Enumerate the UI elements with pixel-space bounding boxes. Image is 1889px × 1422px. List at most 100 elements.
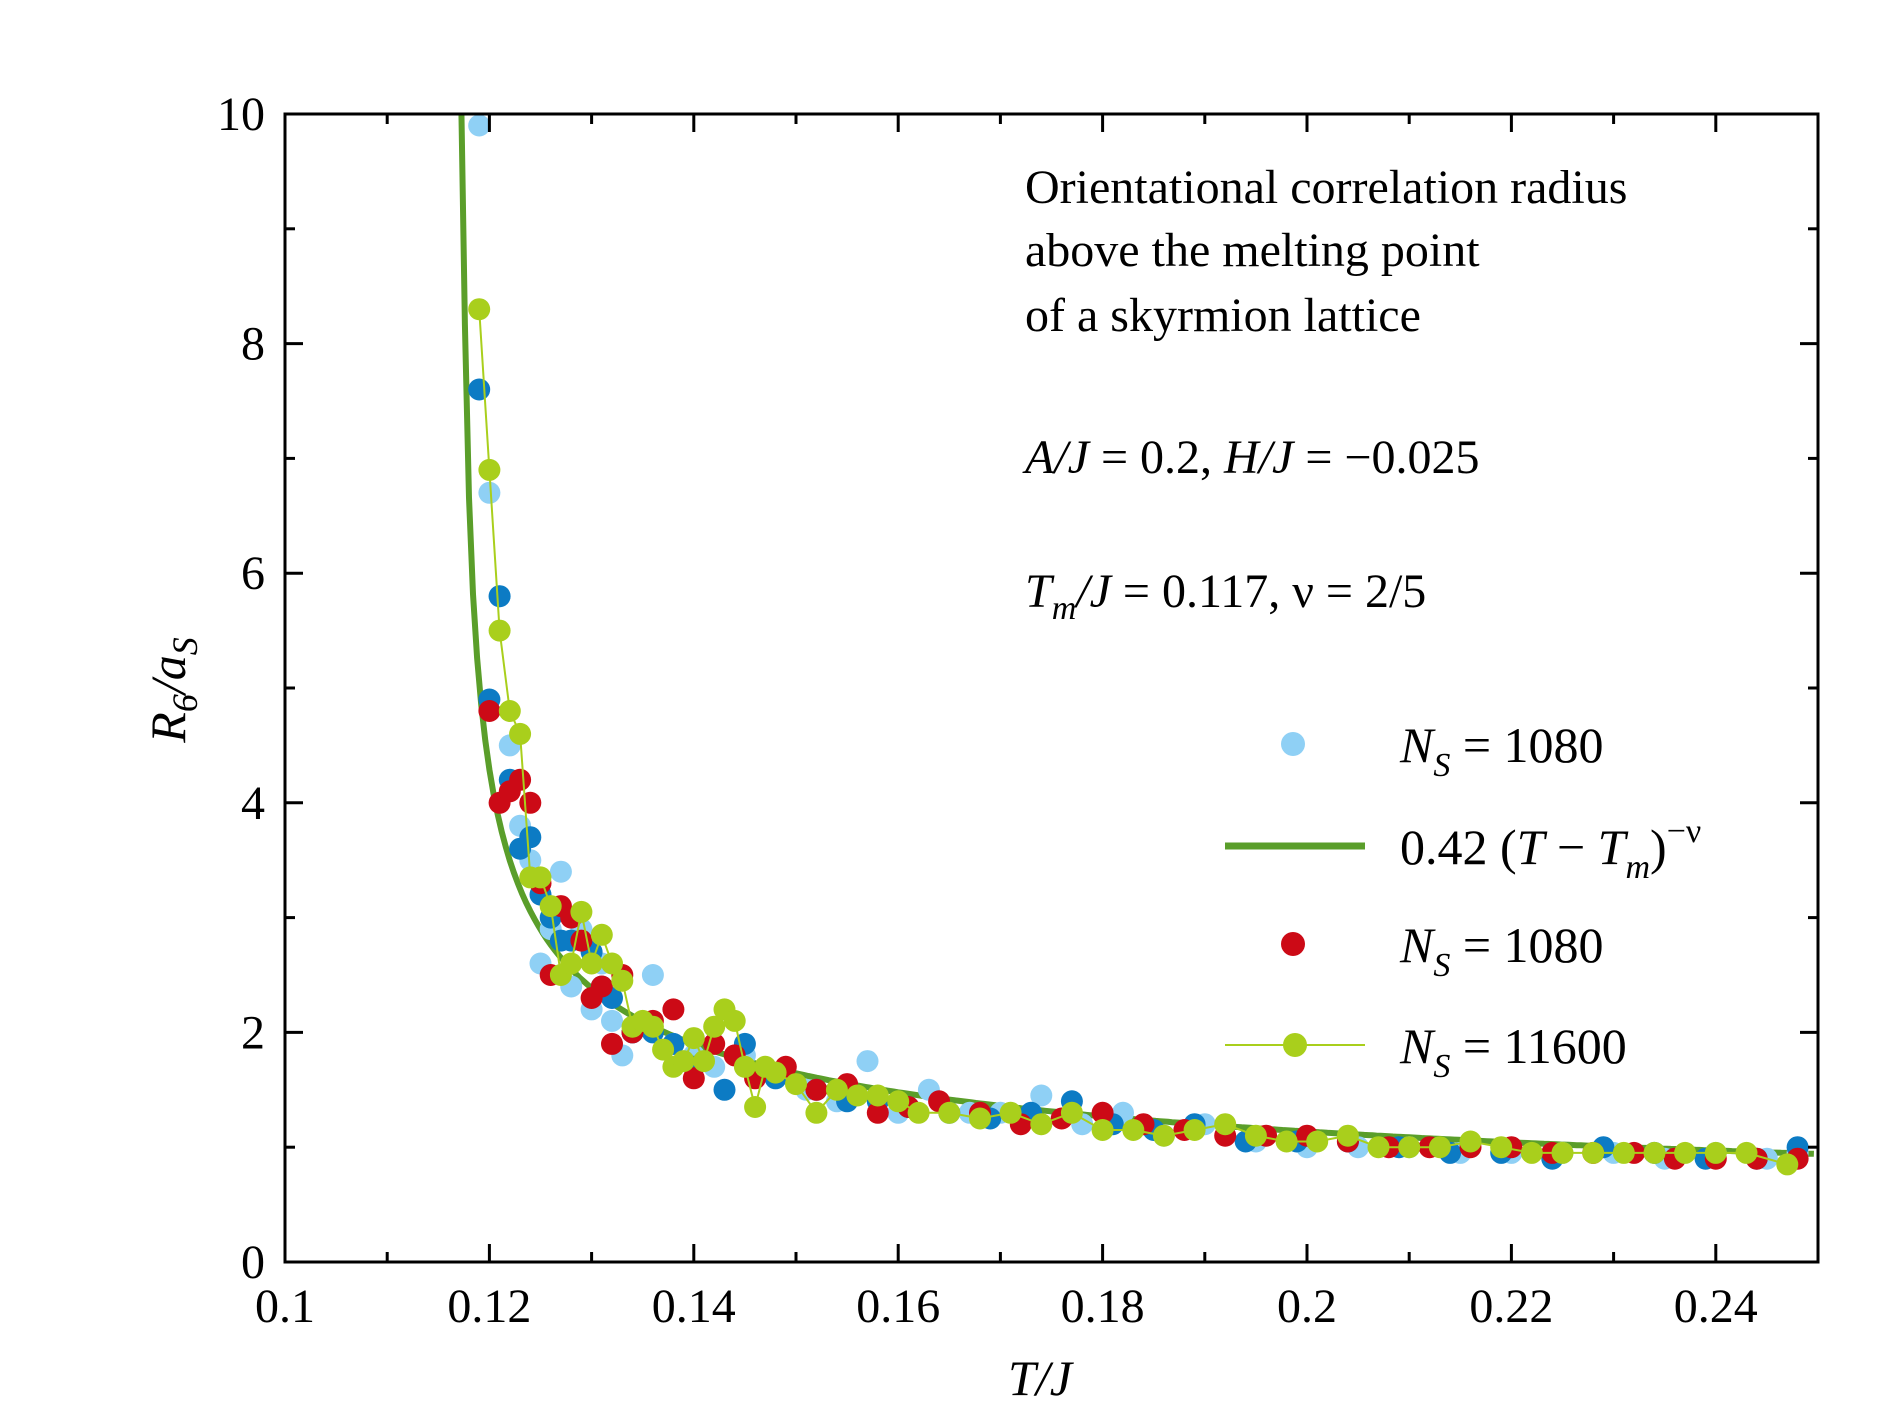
data-point — [733, 1055, 756, 1078]
x-axis-title: T/J — [1008, 1350, 1075, 1406]
data-point — [560, 952, 583, 975]
legend-marker-yellow — [1283, 1033, 1307, 1057]
data-point — [539, 895, 562, 918]
data-point — [509, 768, 532, 791]
y-tick-label: 4 — [241, 777, 265, 830]
data-point — [519, 826, 542, 849]
data-point — [1091, 1119, 1114, 1141]
data-point — [652, 1038, 675, 1061]
data-point — [1367, 1136, 1390, 1159]
data-point — [713, 1078, 736, 1101]
data-point — [601, 1032, 623, 1055]
data-point — [1612, 1141, 1635, 1164]
data-point — [1091, 1101, 1114, 1124]
data-point — [785, 1073, 807, 1096]
data-point — [703, 1032, 726, 1055]
data-point — [682, 1067, 705, 1090]
data-point — [468, 378, 491, 401]
data-point — [1336, 1124, 1359, 1147]
annotation-params-1: A/J = 0.2, H/J = −0.025 — [1022, 431, 1480, 484]
data-point — [601, 952, 623, 975]
data-point — [744, 1096, 767, 1118]
legend-label-2: 0.42 (T − Tm)−ν — [1400, 813, 1701, 886]
data-point — [682, 1027, 705, 1050]
data-point — [969, 1107, 991, 1130]
y-tick-label: 0 — [241, 1236, 265, 1289]
data-point — [549, 860, 572, 883]
data-point — [999, 1101, 1022, 1124]
legend-label-3: NS = 1080 — [1399, 917, 1604, 984]
data-point — [590, 923, 613, 946]
data-point — [1214, 1113, 1237, 1136]
data-point — [703, 1015, 726, 1038]
data-point — [1183, 1119, 1206, 1141]
data-point — [1152, 1124, 1175, 1147]
x-tick-label: 0.1 — [255, 1280, 315, 1333]
data-point — [887, 1090, 910, 1113]
data-point — [1030, 1084, 1053, 1107]
series-2 — [478, 700, 1809, 1170]
y-tick-label: 2 — [241, 1006, 265, 1059]
data-point — [693, 1050, 715, 1073]
x-tick-label: 0.14 — [652, 1280, 736, 1333]
data-point — [590, 975, 613, 998]
x-tick-label: 0.18 — [1061, 1280, 1145, 1333]
x-tick-label: 0.16 — [856, 1280, 940, 1333]
x-tick-label: 0.12 — [447, 1280, 531, 1333]
data-point — [846, 1084, 869, 1107]
data-point — [764, 1061, 787, 1084]
data-point — [641, 1015, 664, 1038]
data-point — [1704, 1141, 1727, 1164]
axis-ticks: 0.1 0.12 0.14 0.16 0.18 0.2 0.22 0.24 0 2 4 6 8 10 — [217, 88, 1820, 1333]
data-point — [856, 1050, 879, 1073]
data-point — [519, 791, 542, 814]
data-point — [1674, 1141, 1697, 1164]
legend-marker-light-blue — [1281, 732, 1305, 756]
data-point — [1122, 1119, 1145, 1141]
data-point — [1398, 1136, 1421, 1159]
data-point — [723, 1009, 746, 1032]
data-point — [866, 1084, 889, 1107]
data-point — [907, 1101, 930, 1124]
data-point — [1060, 1101, 1083, 1124]
data-point — [805, 1101, 828, 1124]
data-point — [1776, 1153, 1799, 1176]
data-point — [529, 866, 552, 889]
data-point — [641, 964, 664, 986]
data-point — [468, 298, 491, 321]
data-point — [488, 619, 511, 642]
legend: NS = 1080 0.42 (T − Tm)−ν NS = 1080 NS =… — [1225, 717, 1701, 1085]
x-tick-label: 0.24 — [1674, 1280, 1758, 1333]
data-point — [1030, 1113, 1053, 1136]
data-point — [1643, 1141, 1666, 1164]
data-point — [1428, 1136, 1451, 1159]
data-points-layer — [468, 114, 1809, 1176]
data-point — [498, 700, 521, 722]
x-tick-label: 0.22 — [1469, 1280, 1553, 1333]
data-point — [611, 969, 634, 992]
data-point — [662, 998, 685, 1021]
x-tick-label: 0.2 — [1277, 1280, 1337, 1333]
data-point — [1244, 1124, 1267, 1147]
data-point — [468, 114, 491, 137]
data-point — [1490, 1136, 1513, 1159]
data-point — [866, 1101, 889, 1124]
legend-label-4: NS = 11600 — [1399, 1018, 1627, 1085]
data-point — [509, 722, 532, 745]
data-point — [570, 900, 593, 923]
y-axis-title: R6/aS — [140, 637, 205, 743]
data-point — [1735, 1141, 1758, 1164]
data-point — [1551, 1141, 1574, 1164]
data-point — [1275, 1130, 1298, 1153]
data-point — [1306, 1130, 1329, 1153]
annotation-line-2: above the melting point — [1025, 224, 1480, 277]
data-point — [1459, 1130, 1482, 1153]
data-point — [488, 585, 511, 608]
data-point — [1582, 1141, 1605, 1164]
annotation-params-2: Tm/J = 0.117, ν = 2/5 — [1025, 565, 1426, 627]
annotation-block: Orientational correlation radius above t… — [1022, 161, 1627, 627]
y-tick-label: 6 — [241, 547, 265, 600]
data-point — [805, 1078, 828, 1101]
